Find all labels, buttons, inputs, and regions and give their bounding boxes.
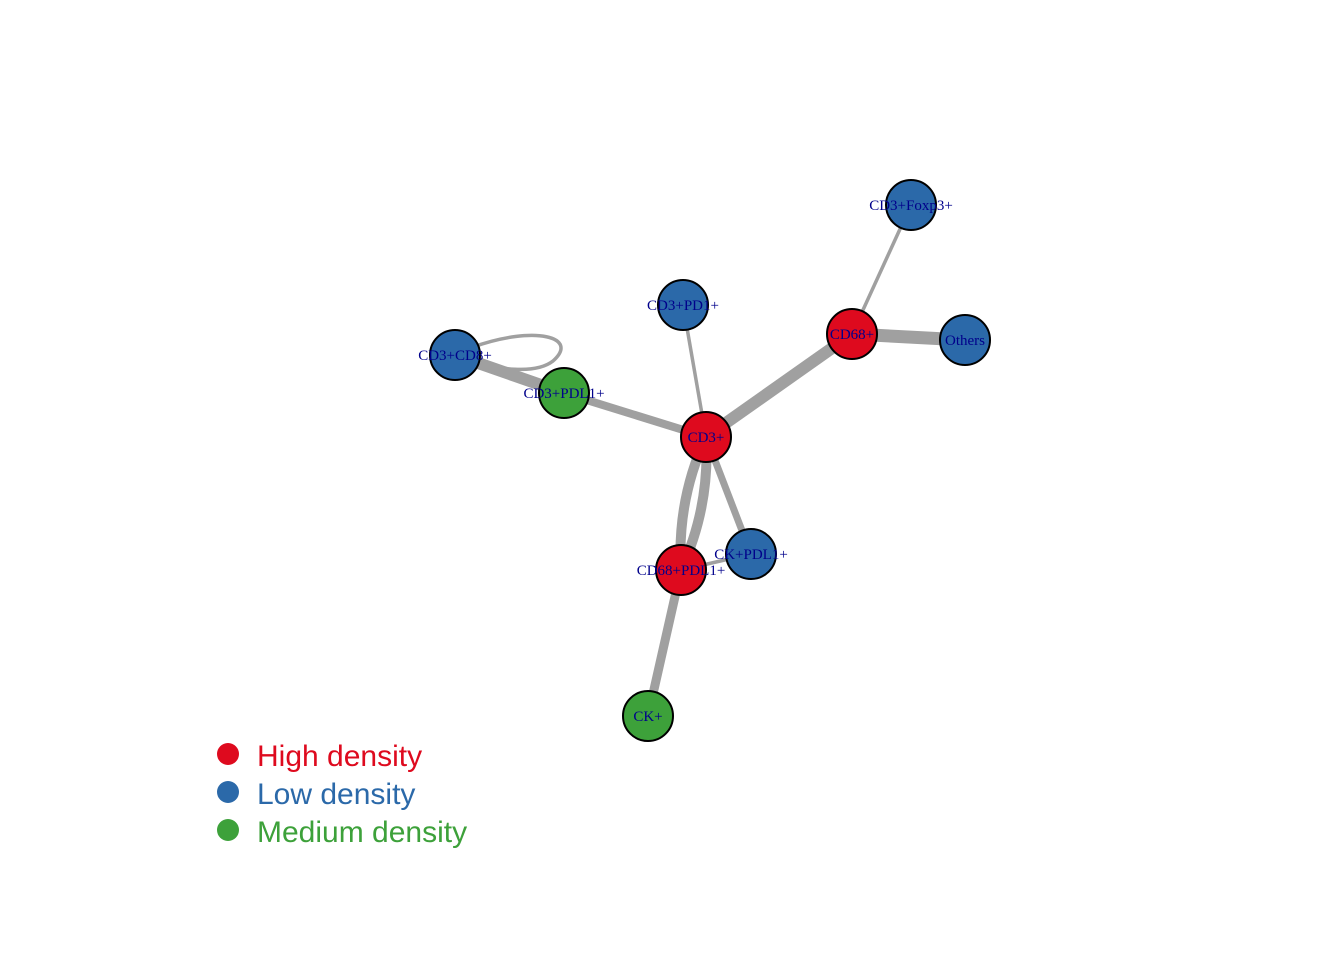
node-cd3foxp3[interactable]: CD3+Foxp3+ [869, 179, 953, 231]
legend-item-high: High density [217, 740, 422, 773]
legend-item-low: Low density [217, 778, 415, 811]
node-cd3cd8[interactable]: CD3+CD8+ [418, 329, 492, 381]
node-circle-cd68[interactable] [826, 308, 878, 360]
node-label-cd3foxp3: CD3+Foxp3+ [869, 198, 953, 214]
node-label-others: Others [945, 333, 985, 349]
node-label-cd68: CD68+ [830, 327, 874, 343]
legend: High density Low density Medium density [217, 740, 467, 849]
node-cd68pdl1[interactable]: CD68+PDL1+ [637, 544, 726, 596]
node-circle-cd3pdl1[interactable] [538, 367, 590, 419]
legend-swatch-medium [217, 819, 239, 841]
node-label-cd3cd8: CD3+CD8+ [418, 348, 492, 364]
legend-label-medium: Medium density [257, 816, 467, 849]
node-cd68[interactable]: CD68+ [826, 308, 878, 360]
node-cd3pdl1[interactable]: CD3+PDL1+ [523, 367, 605, 419]
node-label-cd3pd1: CD3+PD1+ [647, 298, 719, 314]
node-others[interactable]: Others [939, 314, 991, 366]
node-label-cd68pdl1: CD68+PDL1+ [637, 563, 726, 579]
legend-label-low: Low density [257, 778, 415, 811]
node-label-ck: CK+ [633, 709, 662, 725]
node-label-cd3pdl1: CD3+PDL1+ [523, 386, 604, 402]
node-circle-cd68pdl1[interactable] [655, 544, 707, 596]
node-label-ckpdl1: CK+PDL1+ [714, 547, 788, 563]
legend-swatch-high [217, 743, 239, 765]
node-circle-cd3pd1[interactable] [657, 279, 709, 331]
node-cd3[interactable]: CD3+ [680, 411, 732, 463]
node-circle-ck[interactable] [622, 690, 674, 742]
edge-cd3cd8-cd3cd8 [472, 333, 563, 372]
node-label-cd3: CD3+ [688, 430, 725, 446]
node-circle-cd3[interactable] [680, 411, 732, 463]
node-ckpdl1[interactable]: CK+PDL1+ [714, 528, 788, 580]
nodes-layer: CD3+Foxp3+ CD3+PD1+ CD68+ Others CD3+CD8+ CD3… [418, 179, 991, 742]
node-ck[interactable]: CK+ [622, 690, 674, 742]
node-circle-cd3foxp3[interactable] [885, 179, 937, 231]
node-cd3pd1[interactable]: CD3+PD1+ [647, 279, 719, 331]
legend-item-medium: Medium density [217, 816, 467, 849]
edge-cd3-cd68 [702, 329, 856, 442]
node-circle-others[interactable] [939, 314, 991, 366]
legend-label-high: High density [257, 740, 422, 773]
legend-swatch-low [217, 781, 239, 803]
node-circle-ckpdl1[interactable] [725, 528, 777, 580]
node-circle-cd3cd8[interactable] [429, 329, 481, 381]
